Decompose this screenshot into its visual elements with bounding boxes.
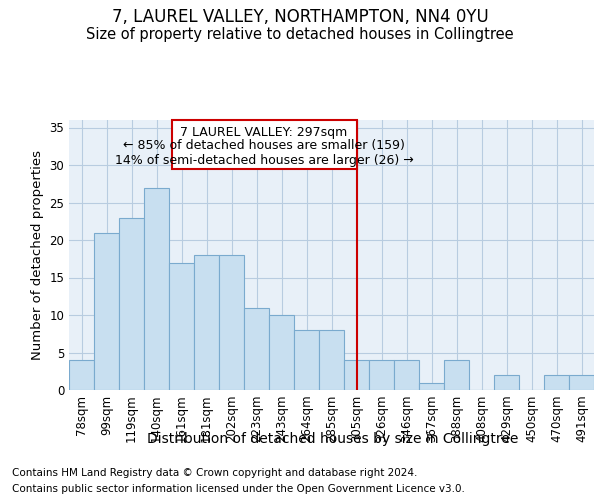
Bar — [569, 375, 594, 390]
Bar — [119, 218, 144, 390]
Bar — [269, 315, 294, 390]
Bar — [169, 262, 194, 390]
Text: 7 LAUREL VALLEY: 297sqm: 7 LAUREL VALLEY: 297sqm — [181, 126, 347, 138]
Bar — [344, 360, 369, 390]
Bar — [369, 360, 394, 390]
Bar — [94, 232, 119, 390]
Text: ← 85% of detached houses are smaller (159): ← 85% of detached houses are smaller (15… — [123, 140, 405, 152]
Text: Contains HM Land Registry data © Crown copyright and database right 2024.: Contains HM Land Registry data © Crown c… — [12, 468, 418, 477]
Text: 14% of semi-detached houses are larger (26) →: 14% of semi-detached houses are larger (… — [115, 154, 413, 167]
Text: Size of property relative to detached houses in Collingtree: Size of property relative to detached ho… — [86, 28, 514, 42]
Bar — [244, 308, 269, 390]
Bar — [544, 375, 569, 390]
Bar — [194, 255, 219, 390]
Bar — [494, 375, 519, 390]
Bar — [144, 188, 169, 390]
Text: Contains public sector information licensed under the Open Government Licence v3: Contains public sector information licen… — [12, 484, 465, 494]
Bar — [319, 330, 344, 390]
Bar — [69, 360, 94, 390]
Bar — [419, 382, 444, 390]
Bar — [394, 360, 419, 390]
Text: Distribution of detached houses by size in Collingtree: Distribution of detached houses by size … — [148, 432, 518, 446]
Bar — [444, 360, 469, 390]
Y-axis label: Number of detached properties: Number of detached properties — [31, 150, 44, 360]
Text: 7, LAUREL VALLEY, NORTHAMPTON, NN4 0YU: 7, LAUREL VALLEY, NORTHAMPTON, NN4 0YU — [112, 8, 488, 26]
Bar — [294, 330, 319, 390]
Bar — [219, 255, 244, 390]
FancyBboxPatch shape — [172, 120, 356, 169]
